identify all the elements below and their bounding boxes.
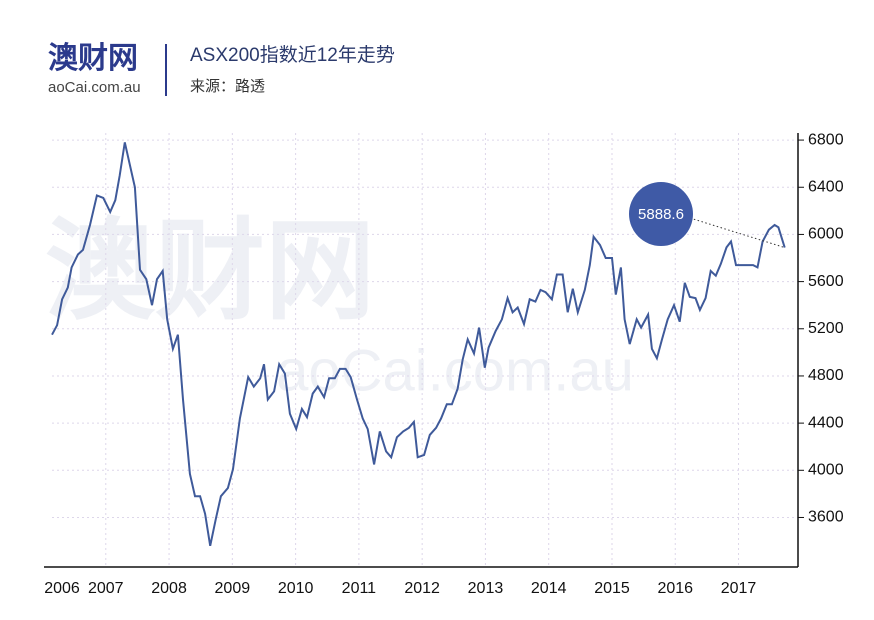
annotation-leader: [689, 217, 785, 249]
y-tick-label: 5200: [808, 320, 844, 337]
x-tick-label: 2010: [278, 580, 314, 597]
y-tick-label: 6800: [808, 131, 844, 148]
y-tick-label: 4800: [808, 367, 844, 384]
x-tick-label: 2012: [404, 580, 440, 597]
logo: 澳财网: [48, 42, 138, 75]
x-tick-label: 2011: [342, 580, 377, 597]
x-tick-label: 2017: [721, 580, 757, 597]
x-tick-label: 2006: [44, 580, 80, 597]
watermark-sub: aoCai.com.au: [276, 338, 634, 403]
chart-subtitle: 来源：路透: [190, 78, 265, 95]
line-series: [51, 142, 786, 547]
x-tick-label: 2014: [531, 580, 567, 597]
y-tick-label: 6000: [808, 226, 844, 243]
annotation-bubble: [629, 182, 693, 246]
y-tick-label: 3600: [808, 509, 844, 526]
chart-title: ASX200指数近12年走势: [190, 44, 395, 66]
y-tick-label: 4000: [808, 462, 844, 479]
y-tick-label: 6400: [808, 178, 844, 195]
x-tick-label: 2016: [657, 580, 693, 597]
x-tick-label: 2015: [594, 580, 630, 597]
x-tick-label: 2013: [468, 580, 504, 597]
y-tick-label: 5600: [808, 273, 844, 290]
annotation: 5888.6: [638, 206, 684, 223]
logo-sub: aoCai.com.au: [48, 79, 141, 96]
x-tick-label: 2008: [151, 580, 187, 597]
watermark: 澳财网: [45, 210, 375, 333]
x-tick-label: 2007: [88, 580, 124, 597]
y-tick-label: 4400: [808, 414, 844, 431]
x-tick-label: 2009: [215, 580, 251, 597]
